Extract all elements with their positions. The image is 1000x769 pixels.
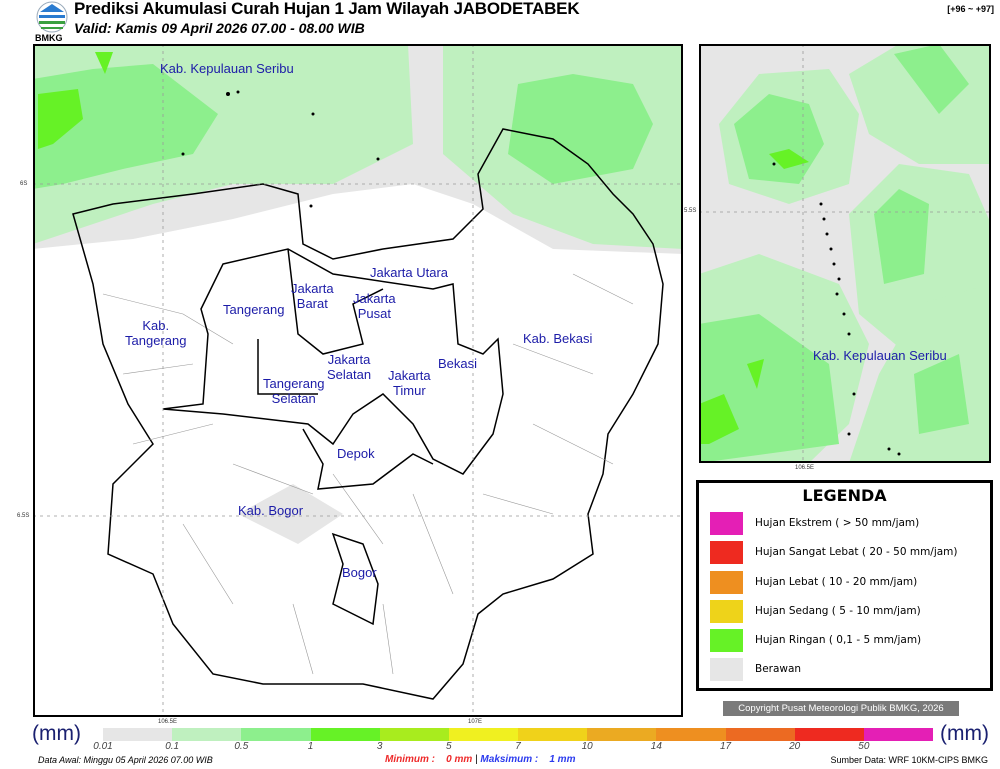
lon-tick-106-5e: 106.5E xyxy=(158,719,178,725)
unit-left: (mm) xyxy=(32,722,81,745)
forecast-code: [+96 ~ +97] xyxy=(947,4,994,14)
label-kab-kepulauan-seribu: Kab. Kepulauan Seribu xyxy=(160,61,294,76)
color-bar-segment xyxy=(241,728,311,741)
legend-swatch xyxy=(710,570,743,594)
lat-tick-6-5s: 6.5S xyxy=(17,513,30,519)
color-bar xyxy=(103,728,934,741)
legend-label: Hujan Lebat ( 10 - 20 mm/jam) xyxy=(755,576,918,588)
minimum-value: 0 mm xyxy=(446,754,473,765)
bmkg-logo xyxy=(32,0,72,44)
maksimum-value: 1 mm xyxy=(549,754,576,765)
sumber-data: Sumber Data: WRF 10KM-CIPS BMKG xyxy=(830,755,988,765)
color-bar-segment xyxy=(448,728,519,741)
inset-label-kab-kepulauan-seribu: Kab. Kepulauan Seribu xyxy=(813,348,947,363)
legend-label: Hujan Ekstrem ( > 50 mm/jam) xyxy=(755,517,920,529)
legend-title: LEGENDA xyxy=(802,486,887,505)
color-bar-label: 5 xyxy=(446,741,452,752)
color-bar-label: 14 xyxy=(650,741,662,752)
page-title: Prediksi Akumulasi Curah Hujan 1 Jam Wil… xyxy=(74,0,580,18)
separator: | xyxy=(475,754,478,765)
label-jakarta-barat: Jakarta Barat xyxy=(291,281,334,311)
unit-right: (mm) xyxy=(940,722,989,745)
color-bar-segment xyxy=(863,728,934,741)
rainfall-map xyxy=(35,46,681,715)
label-bekasi: Bekasi xyxy=(438,356,478,371)
label-kab-bekasi: Kab. Bekasi xyxy=(523,331,593,346)
color-bar-segment xyxy=(587,728,657,741)
legend-item-ringan: Hujan Ringan ( 0,1 - 5 mm/jam) xyxy=(710,628,921,652)
legend-item-ekstrem: Hujan Ekstrem ( > 50 mm/jam) xyxy=(710,511,919,535)
legend-label: Berawan xyxy=(755,663,802,675)
inset-map[interactable]: Kab. Kepulauan Seribu xyxy=(699,44,991,463)
logo-text: BMKG xyxy=(35,33,63,43)
label-jakarta-pusat: Jakarta Pusat xyxy=(353,291,396,321)
color-bar-label: 0.1 xyxy=(165,741,180,752)
legend-item-lebat: Hujan Lebat ( 10 - 20 mm/jam) xyxy=(710,570,917,594)
legend-item-sedang: Hujan Sedang ( 5 - 10 mm/jam) xyxy=(710,599,921,623)
color-bar-segment xyxy=(103,728,173,741)
legend-swatch xyxy=(710,511,743,535)
color-bar-segment xyxy=(379,728,449,741)
label-jakarta-timur: Jakarta Timur xyxy=(388,368,431,398)
legend-swatch xyxy=(710,628,743,652)
color-bar-segment xyxy=(172,728,242,741)
label-kab-bogor: Kab. Bogor xyxy=(238,503,304,518)
label-bogor: Bogor xyxy=(342,565,377,580)
color-bar-label: 0.5 xyxy=(234,741,249,752)
label-tangerang: Tangerang xyxy=(223,302,285,317)
color-bar-label: 7 xyxy=(515,741,521,752)
inset-lat-tick: 5.5S xyxy=(684,208,697,214)
legend: LEGENDA Hujan Ekstrem ( > 50 mm/jam) Huj… xyxy=(696,480,993,691)
copyright: Copyright Pusat Meteorologi Publik BMKG,… xyxy=(723,701,959,716)
label-jakarta-selatan: Jakarta Selatan xyxy=(327,352,372,382)
minimum-label: Minimum : xyxy=(385,754,435,765)
legend-label: Hujan Sedang ( 5 - 10 mm/jam) xyxy=(755,605,921,617)
color-bar-label: 50 xyxy=(858,741,870,752)
main-map[interactable]: Kab. Kepulauan Seribu Jakarta Utara Jaka… xyxy=(33,44,683,717)
lon-tick-107e: 107E xyxy=(468,719,483,725)
color-bar-label: 0.01 xyxy=(93,741,113,752)
legend-item-berawan: Berawan xyxy=(710,657,801,681)
legend-label: Hujan Sangat Lebat ( 20 - 50 mm/jam) xyxy=(755,546,958,558)
valid-time: Valid: Kamis 09 April 2026 07.00 - 08.00… xyxy=(74,20,365,36)
maksimum-label: Maksimum : xyxy=(480,754,539,765)
color-bar-segment xyxy=(725,728,795,741)
color-bar-label: 17 xyxy=(719,741,732,752)
color-bar-label: 10 xyxy=(581,741,593,752)
color-bar-segment xyxy=(310,728,380,741)
color-bar-label: 3 xyxy=(376,741,383,752)
label-kab-tangerang: Kab. Tangerang xyxy=(125,318,187,348)
label-tangerang-selatan: Tangerang Selatan xyxy=(263,376,325,406)
label-jakarta-utara: Jakarta Utara xyxy=(370,265,449,280)
lat-tick-6s: 6S xyxy=(20,181,28,187)
inset-lon-tick: 106.5E xyxy=(795,465,815,471)
min-max: Minimum : 0 mm | Maksimum : 1 mm xyxy=(385,754,575,765)
legend-swatch xyxy=(710,540,743,564)
color-bar-label: 1 xyxy=(307,741,314,752)
color-bar-segment xyxy=(656,728,726,741)
inset-rainfall-map xyxy=(701,46,989,461)
color-bar-label: 20 xyxy=(789,741,801,752)
label-depok: Depok xyxy=(337,446,375,461)
legend-swatch xyxy=(710,657,743,681)
data-awal: Data Awal: Minggu 05 April 2026 07.00 WI… xyxy=(38,755,213,765)
color-bar-segment xyxy=(518,728,588,741)
legend-label: Hujan Ringan ( 0,1 - 5 mm/jam) xyxy=(755,634,922,646)
legend-item-sangat-lebat: Hujan Sangat Lebat ( 20 - 50 mm/jam) xyxy=(710,540,958,564)
color-bar-segment xyxy=(794,728,864,741)
legend-swatch xyxy=(710,599,743,623)
